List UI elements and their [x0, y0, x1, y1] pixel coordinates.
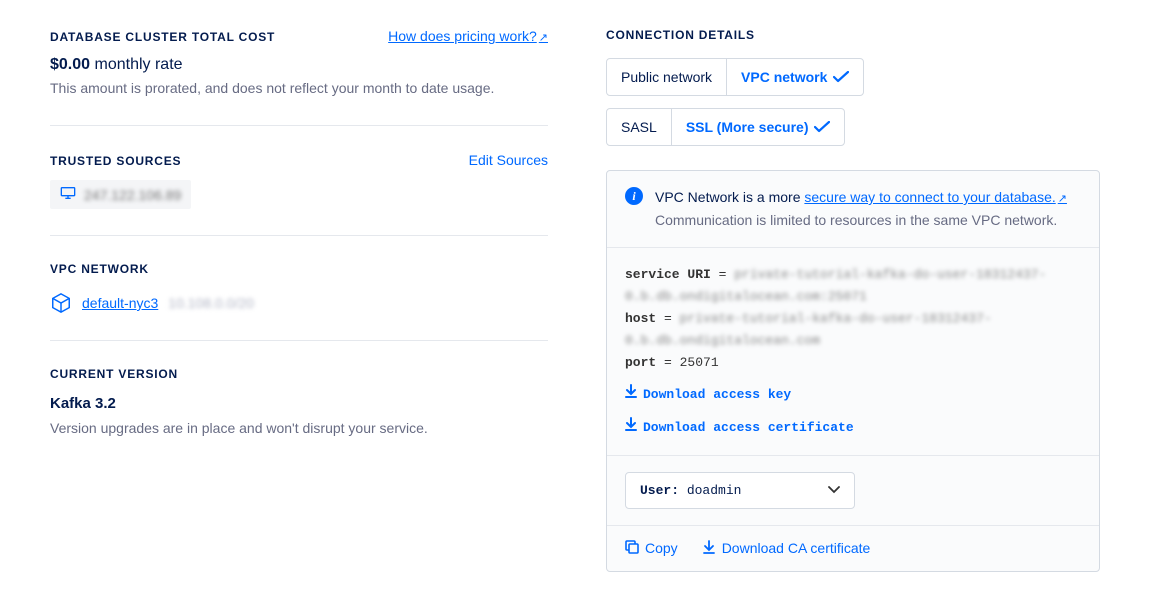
vpc-ip: 10.108.0.0/20: [168, 295, 254, 311]
trusted-source-ip: 247.122.106.89: [84, 187, 181, 203]
port-value: 25071: [680, 355, 719, 370]
download-icon: [702, 540, 716, 557]
copy-label: Copy: [645, 540, 678, 556]
host-value: private-tutorial-kafka-do-user-18312437-…: [625, 311, 992, 348]
connection-panel: i VPC Network is a more secure way to co…: [606, 170, 1100, 572]
seg-public-network[interactable]: Public network: [607, 59, 726, 95]
external-icon: ↗: [1058, 193, 1067, 205]
pricing-link[interactable]: How does pricing work?↗: [388, 28, 548, 44]
user-label: User:: [640, 483, 679, 498]
network-segmented: Public network VPC network: [606, 58, 864, 96]
version-note: Version upgrades are in place and won't …: [50, 418, 548, 439]
host-label: host: [625, 311, 656, 326]
connection-block: service URI = private-tutorial-kafka-do-…: [607, 248, 1099, 456]
trusted-source-chip[interactable]: 247.122.106.89: [50, 180, 191, 209]
copy-icon: [625, 540, 639, 557]
note-sub: Communication is limited to resources in…: [655, 210, 1067, 231]
info-icon: i: [625, 187, 643, 205]
seg-ssl[interactable]: SSL (More secure): [671, 109, 845, 145]
chevron-down-icon: [828, 483, 840, 498]
download-access-cert[interactable]: Download access certificate: [625, 417, 854, 439]
vpc-title: VPC NETWORK: [50, 262, 548, 276]
user-value: doadmin: [687, 483, 742, 498]
price-rate: monthly rate: [95, 56, 183, 73]
divider: [50, 125, 548, 126]
price-line: $0.00 monthly rate: [50, 56, 548, 74]
port-label: port: [625, 355, 656, 370]
pricing-link-label: How does pricing work?: [388, 28, 537, 44]
seg-ssl-label: SSL (More secure): [686, 119, 809, 135]
download-ca-cert[interactable]: Download CA certificate: [702, 540, 871, 557]
dl-key-label: Download access key: [643, 384, 791, 406]
check-icon: [833, 71, 849, 83]
monitor-icon: [60, 186, 76, 203]
vpc-name-link[interactable]: default-nyc3: [82, 295, 158, 311]
check-icon: [814, 121, 830, 133]
price-amount: $0.00: [50, 56, 90, 73]
version-name: Kafka 3.2: [50, 395, 548, 412]
edit-sources-link[interactable]: Edit Sources: [469, 152, 548, 168]
dl-cert-label: Download access certificate: [643, 417, 854, 439]
conn-title: CONNECTION DETAILS: [606, 28, 1100, 42]
copy-button[interactable]: Copy: [625, 540, 678, 557]
note-lead: VPC Network is a more: [655, 189, 804, 205]
seg-sasl[interactable]: SASL: [607, 109, 671, 145]
divider: [50, 340, 548, 341]
download-access-key[interactable]: Download access key: [625, 384, 791, 406]
price-note: This amount is prorated, and does not re…: [50, 78, 548, 99]
download-icon: [625, 417, 637, 439]
download-icon: [625, 384, 637, 406]
auth-segmented: SASL SSL (More secure): [606, 108, 845, 146]
trusted-title: TRUSTED SOURCES: [50, 154, 181, 168]
dl-ca-label: Download CA certificate: [722, 540, 871, 556]
note-link[interactable]: secure way to connect to your database.↗: [804, 189, 1067, 205]
divider: [50, 235, 548, 236]
version-title: CURRENT VERSION: [50, 367, 548, 381]
vpc-note: i VPC Network is a more secure way to co…: [607, 171, 1099, 248]
seg-vpc-label: VPC network: [741, 69, 827, 85]
external-icon: ↗: [539, 32, 548, 44]
cost-title: DATABASE CLUSTER TOTAL COST: [50, 30, 275, 44]
seg-vpc-network[interactable]: VPC network: [726, 59, 863, 95]
uri-label: service URI: [625, 267, 711, 282]
vpc-icon: [50, 292, 72, 314]
user-dropdown[interactable]: User: doadmin: [625, 472, 855, 509]
